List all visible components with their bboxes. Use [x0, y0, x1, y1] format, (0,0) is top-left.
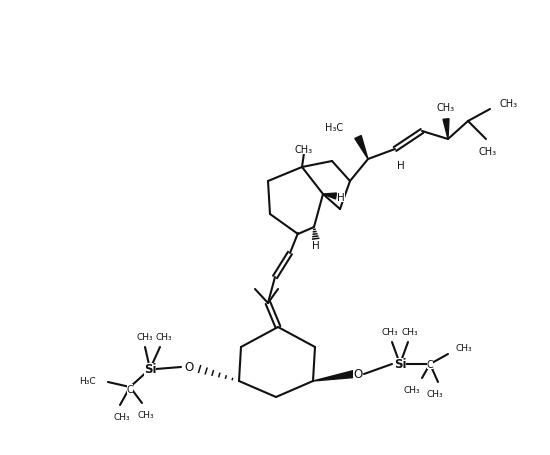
Text: CH₃: CH₃: [437, 103, 455, 113]
Text: CH₃: CH₃: [156, 333, 172, 342]
Polygon shape: [323, 194, 337, 200]
Text: CH₃: CH₃: [403, 386, 420, 394]
Text: CH₃: CH₃: [500, 99, 518, 109]
Text: H₃C: H₃C: [325, 123, 343, 133]
Text: Si: Si: [394, 358, 406, 371]
Polygon shape: [443, 120, 449, 140]
Text: H: H: [312, 241, 320, 250]
Text: CH₃: CH₃: [114, 413, 130, 422]
Text: H: H: [337, 192, 345, 202]
Text: H₃C: H₃C: [79, 377, 96, 386]
Polygon shape: [355, 136, 368, 160]
Text: CH₃: CH₃: [382, 328, 398, 337]
Text: H: H: [397, 161, 405, 171]
Text: CH₃: CH₃: [456, 344, 472, 353]
Text: O: O: [353, 368, 362, 381]
Text: C: C: [427, 359, 433, 369]
Text: CH₃: CH₃: [479, 147, 497, 157]
Polygon shape: [313, 371, 355, 381]
Text: CH₃: CH₃: [427, 389, 443, 399]
Text: O: O: [184, 361, 194, 374]
Text: Si: Si: [144, 363, 156, 376]
Text: CH₃: CH₃: [295, 145, 313, 155]
Text: CH₃: CH₃: [137, 333, 153, 342]
Text: C: C: [126, 384, 133, 394]
Text: CH₃: CH₃: [138, 410, 155, 420]
Text: CH₃: CH₃: [402, 328, 419, 337]
